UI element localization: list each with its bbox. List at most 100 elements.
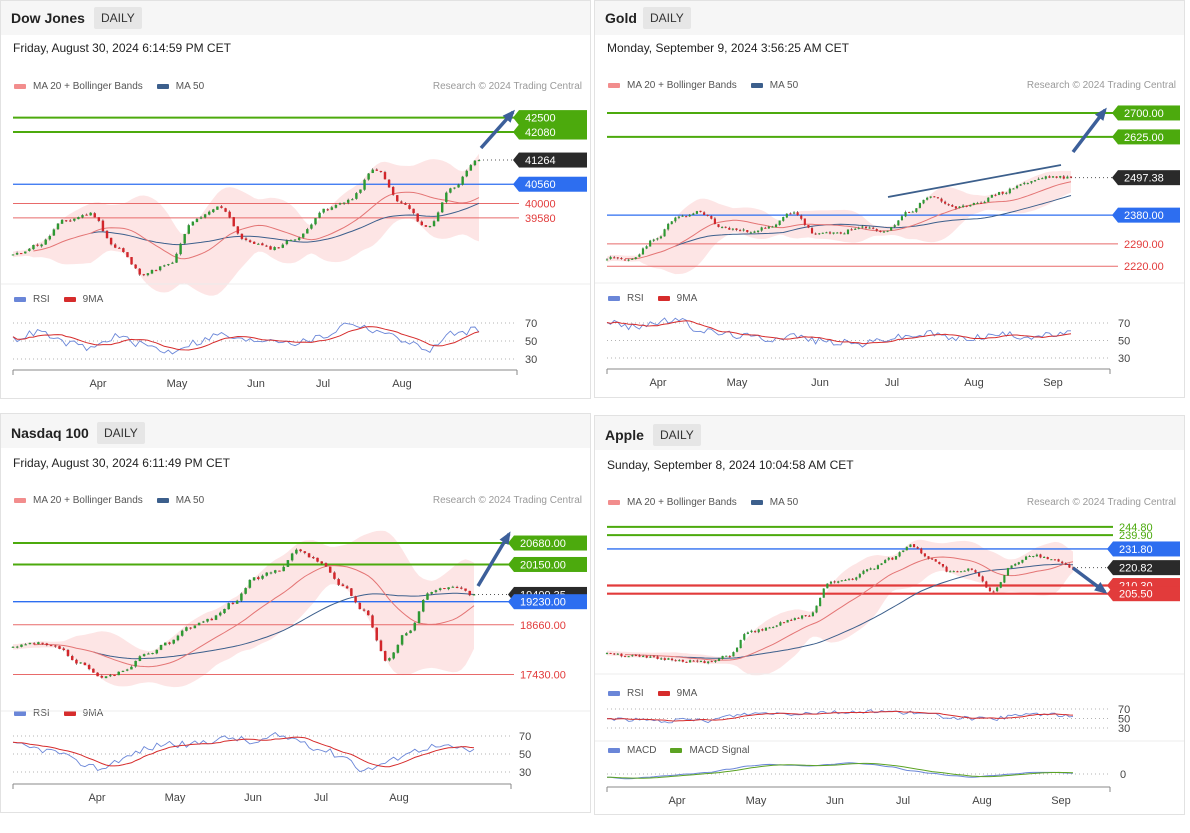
month-tick-label: Jul [885,377,899,389]
candle-body [113,674,116,676]
rsi-level-label: 50 [525,336,537,348]
candle-body [832,232,835,234]
candle-body [884,560,887,564]
candle-body [732,652,735,657]
candle-body [244,238,248,240]
candle-body [52,229,56,236]
ma50-line [93,592,475,660]
candle-body [430,592,433,594]
candle-body [778,220,781,226]
candle-body [363,179,366,190]
candle-body [58,646,61,649]
chart-canvas: 42500 42080 41264 40560 40000 39580 70 50 30 Apr M… [1,109,590,390]
level-label-bg [1118,170,1180,186]
candle-body [324,563,328,567]
candle-body [844,579,847,581]
rsi-legend: RSI 9MA [608,293,711,304]
candle-body [269,572,273,574]
interval-badge[interactable]: DAILY [97,422,145,444]
candle-body [893,225,896,227]
level-label-pointer [1107,541,1113,557]
candle-body [772,627,775,629]
candle-body [652,239,655,241]
candle-body [70,656,74,661]
candle-body [45,643,49,646]
candle-body [818,233,821,235]
candle-body [1062,176,1065,179]
candle-body [605,653,609,655]
legend-macd-signal: MACD Signal [689,745,750,756]
candle-body [869,568,872,570]
level-label: 2290.00 [1124,239,1164,251]
candle-body [273,247,276,251]
candle-body [320,561,324,564]
candle-body [631,258,634,260]
candle-body [44,239,47,245]
candle-body [212,209,215,213]
candle-body [358,602,362,610]
month-tick-label: Jul [314,792,328,804]
candle-body [789,213,792,215]
candle-body [379,640,383,652]
interval-badge[interactable]: DAILY [653,424,701,446]
candle-body [613,653,616,655]
macd-zero-label: 0 [1120,769,1126,781]
month-tick-label: Jul [896,795,910,807]
candle-body [151,653,154,655]
candle-body [739,230,742,232]
candle-body [819,597,822,607]
candle-body [743,634,746,640]
timestamp: Monday, September 9, 2024 3:56:25 AM CET [607,41,849,55]
candle-body [375,627,378,641]
candle-body [908,211,911,213]
candle-body [472,594,476,596]
arrow-up-icon [1094,107,1107,121]
candle-body [1041,178,1044,180]
candle-body [54,645,57,647]
candle-body [999,582,1002,588]
candle-body [692,213,695,215]
candle-body [69,220,72,222]
candle-body [130,257,133,265]
level-label: 41264 [525,155,556,167]
candle-body [749,232,752,234]
candle-body [117,671,120,676]
candle-body [909,544,912,547]
candle-body [652,656,656,658]
candle-body [64,220,68,222]
candle-body [455,586,459,588]
candle-body [290,553,294,561]
candle-body [318,212,321,218]
interval-badge[interactable]: DAILY [643,7,691,29]
candle-body [649,240,652,247]
candle-body [416,213,419,222]
candle-body [811,612,814,617]
candle-body [451,586,455,588]
candle-body [405,633,408,636]
candle-body [829,581,833,584]
candle-body [846,229,850,234]
candle-body [261,575,264,579]
candle-body [1032,555,1035,557]
level-label: 20680.00 [520,538,566,550]
ma20-swatch [14,498,26,503]
interval-badge[interactable]: DAILY [94,7,142,29]
candle-body [168,642,171,644]
candle-body [898,552,901,557]
candle-body [121,670,125,672]
candle-body [962,205,965,207]
candle-body [118,247,121,249]
candle-body [350,588,353,596]
candle-body [836,232,839,234]
candle-body [800,215,803,219]
candle-body [191,221,195,226]
candle-body [109,237,113,245]
level-label: 20150.00 [520,559,566,571]
level-label-pointer [508,556,514,572]
candle-body [1001,191,1004,194]
candle-body [92,668,95,673]
candle-body [855,577,858,580]
candle-body [754,631,757,633]
candle-body [656,656,659,659]
ma9-swatch [657,296,670,301]
